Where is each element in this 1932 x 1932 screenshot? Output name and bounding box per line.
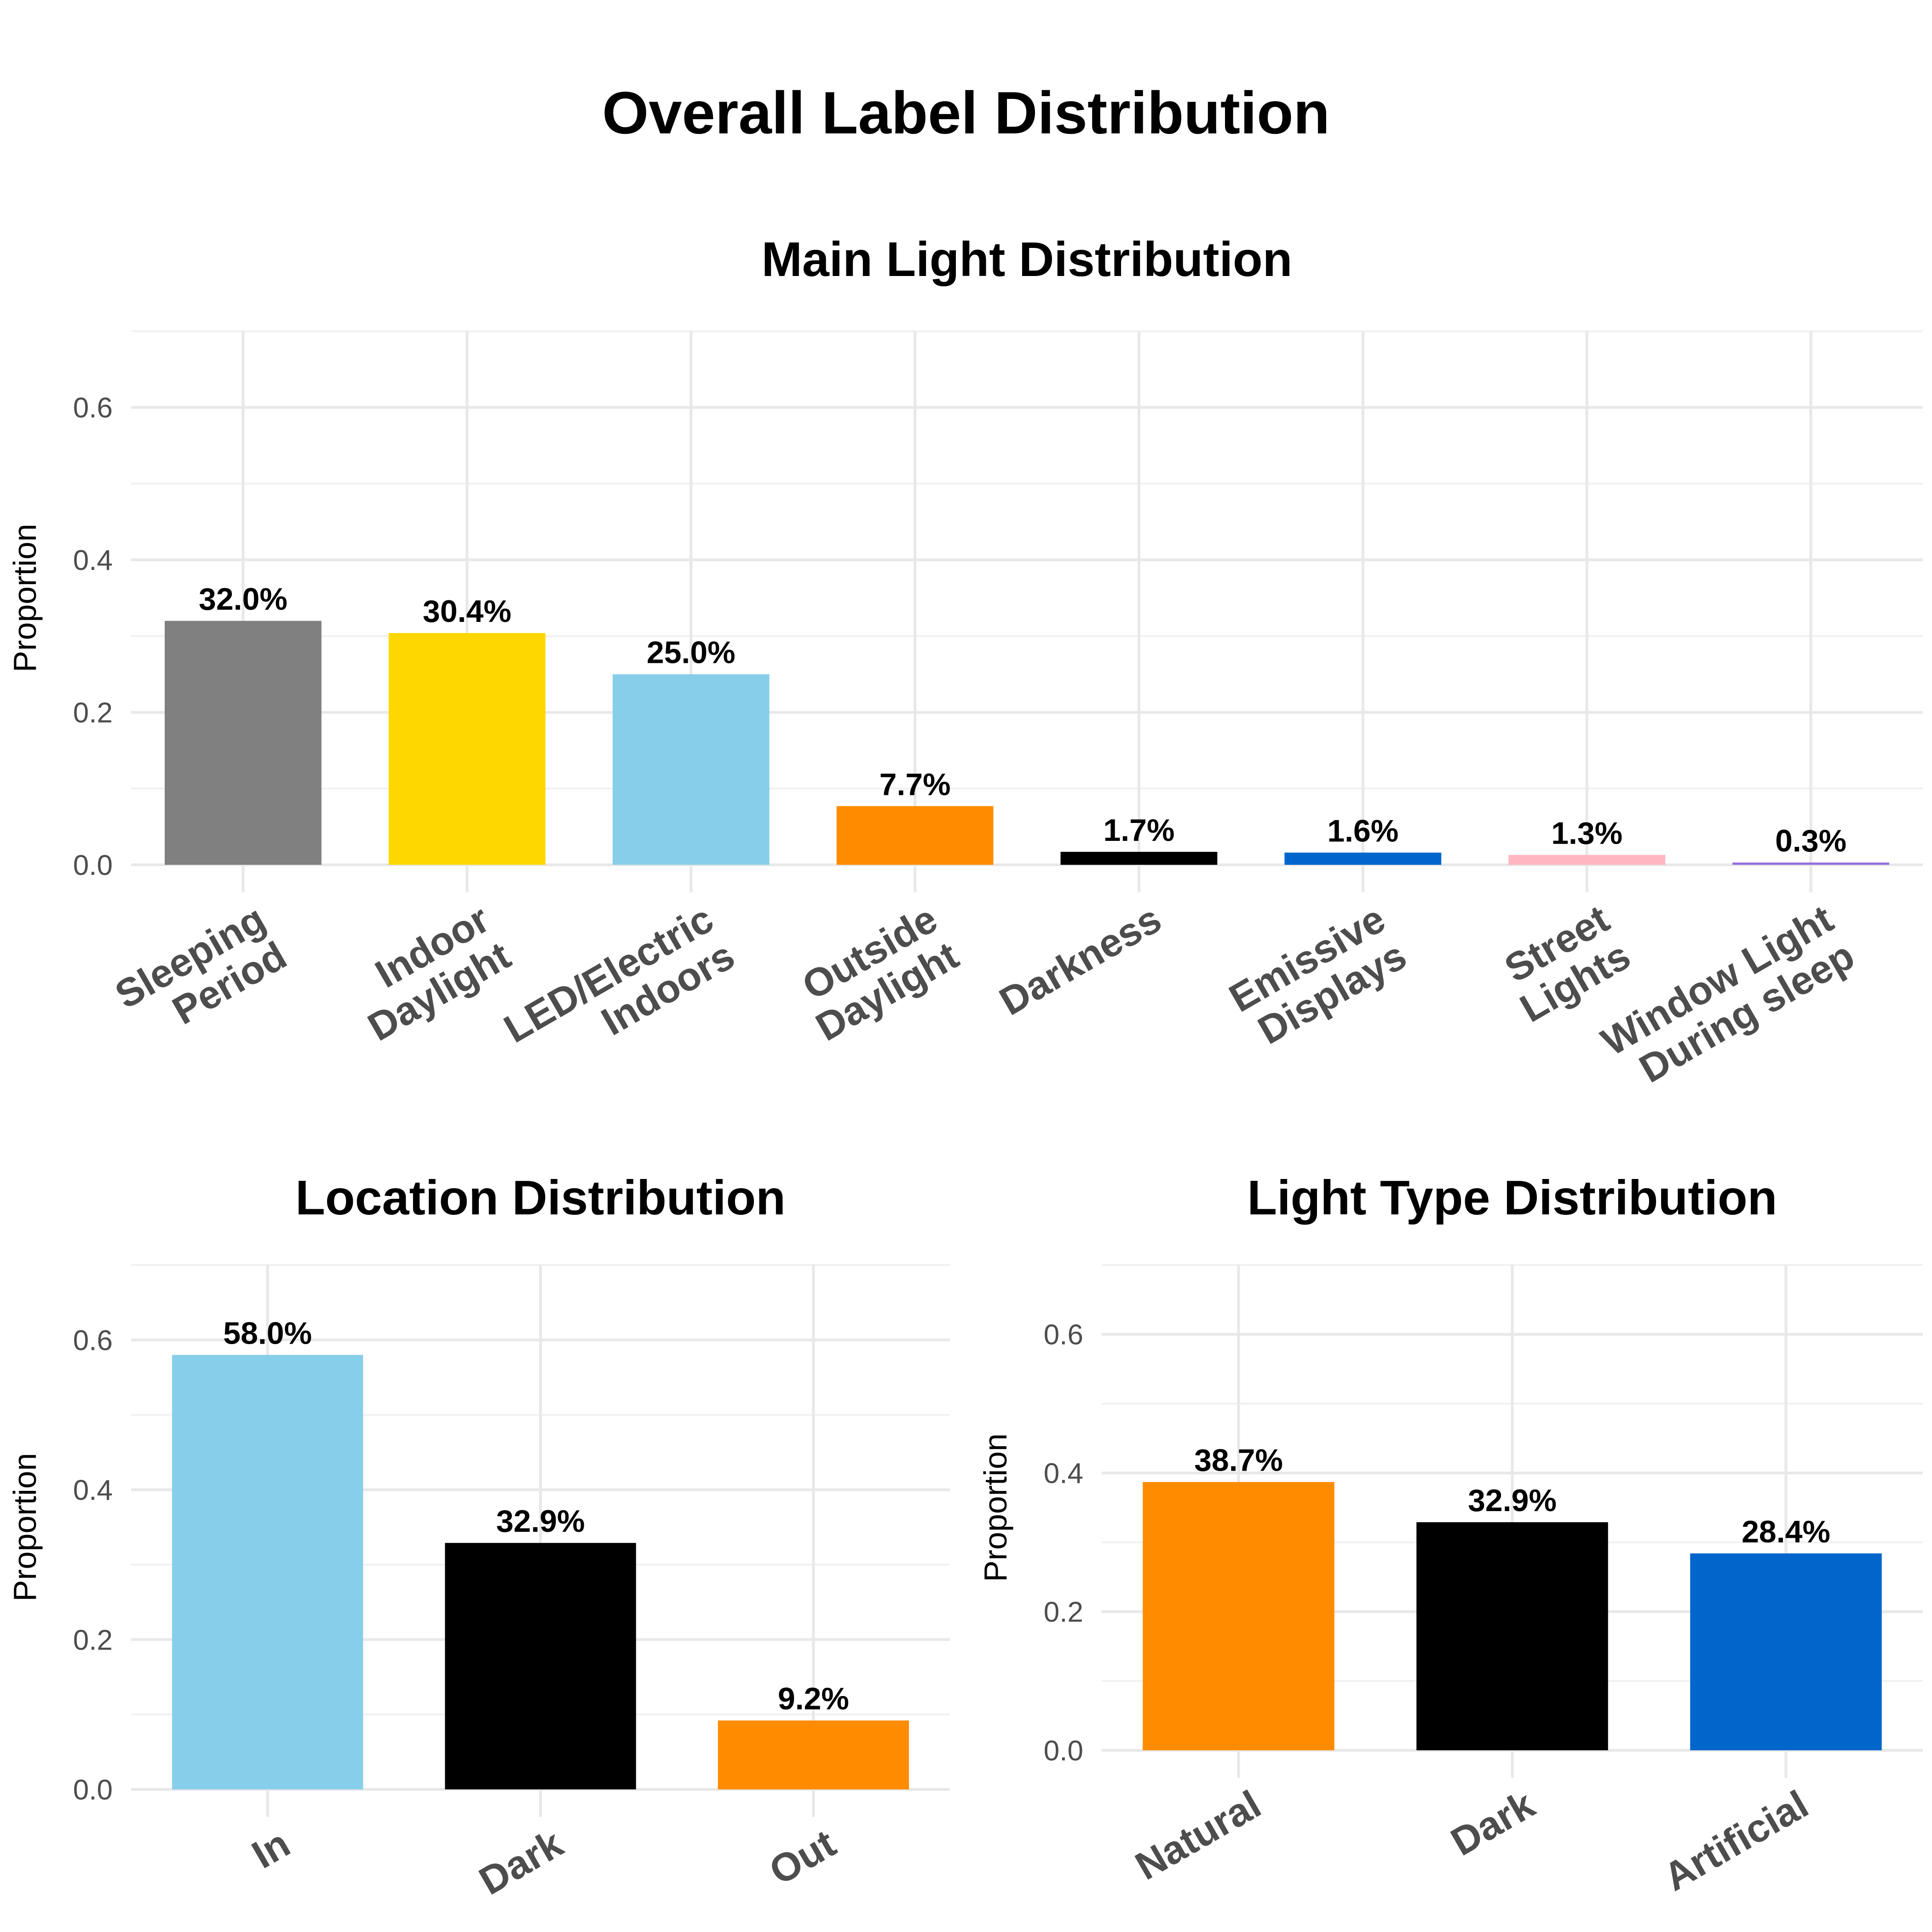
x-tick-label: OutsideDaylight [788, 897, 966, 1049]
x-tick-label: In [245, 1821, 297, 1877]
bar [1143, 1482, 1334, 1750]
x-tick-label: Natural [1128, 1782, 1268, 1888]
data-label: 0.3% [1775, 823, 1846, 858]
bar [1060, 851, 1218, 865]
bar [165, 621, 322, 865]
bar [836, 806, 994, 865]
bar [1690, 1553, 1882, 1750]
main-light-panel: 0.0 0.2 0.4 0.6 32.0% 30.4% 25.0% 7.7% 1.7% 1.6% 1… [7, 232, 1923, 1101]
data-label: 1.6% [1327, 813, 1398, 848]
bar [718, 1720, 909, 1789]
y-tick-label: 0.0 [73, 1774, 113, 1806]
bar [445, 1543, 636, 1789]
bar [1284, 852, 1442, 865]
location-panel: 0.0 0.2 0.4 0.6 58.0% 32.9% 9.2% In Dark Out Propo… [7, 1171, 950, 1903]
x-tick-label: Artificial [1656, 1782, 1816, 1899]
data-label: 28.4% [1742, 1514, 1830, 1549]
x-tick-label: Window LightDuring sleep [1594, 897, 1862, 1101]
data-label: 32.0% [199, 582, 288, 617]
x-tick-label: Dark [1443, 1782, 1542, 1864]
bar [172, 1355, 363, 1789]
bar [388, 633, 546, 865]
data-label: 58.0% [223, 1316, 312, 1351]
data-label: 1.3% [1551, 816, 1622, 851]
x-tick-label: SleepingPeriod [108, 897, 294, 1054]
panel-title: Light Type Distribution [1247, 1171, 1777, 1225]
y-tick-label: 0.6 [73, 1325, 113, 1357]
y-axis-label: Proportion [978, 1433, 1013, 1582]
data-label: 32.9% [1468, 1483, 1557, 1518]
data-label: 30.4% [423, 594, 512, 629]
data-label: 25.0% [647, 635, 736, 670]
x-tick-label: Dark [472, 1821, 570, 1903]
bar [1732, 862, 1889, 865]
data-label: 9.2% [778, 1681, 849, 1716]
panel-title: Location Distribution [295, 1171, 786, 1225]
data-label: 1.7% [1103, 813, 1174, 848]
x-tick-label: Out [762, 1821, 843, 1893]
data-label: 38.7% [1194, 1443, 1283, 1478]
x-tick-label: IndoorDaylight [339, 897, 518, 1049]
data-label: 7.7% [880, 767, 951, 802]
bar [1416, 1522, 1608, 1750]
data-label: 32.9% [496, 1504, 585, 1539]
y-tick-label: 0.2 [73, 1624, 113, 1656]
y-tick-label: 0.0 [1044, 1735, 1083, 1767]
x-tick-label: Darkness [992, 897, 1168, 1024]
bar [1508, 855, 1666, 865]
y-tick-label: 0.6 [73, 392, 113, 424]
light-type-panel: 0.0 0.2 0.4 0.6 38.7% 32.9% 28.4% Natural Dark Ar… [978, 1171, 1923, 1899]
y-tick-label: 0.2 [73, 697, 113, 729]
panel-title: Main Light Distribution [761, 232, 1292, 287]
y-axis-label: Proportion [7, 524, 43, 673]
y-tick-label: 0.4 [73, 1475, 113, 1506]
y-tick-label: 0.0 [73, 850, 113, 881]
figure-title: Overall Label Distribution [602, 79, 1330, 146]
x-tick-label: EmissiveDisplays [1222, 897, 1414, 1057]
y-axis-label: Proportion [7, 1453, 43, 1602]
y-tick-label: 0.4 [1044, 1458, 1083, 1489]
x-tick-label: LED/ElectricIndoors [497, 897, 742, 1088]
y-tick-label: 0.6 [1044, 1319, 1083, 1351]
x-tick-label: StreetLights [1492, 897, 1638, 1031]
bar [612, 674, 770, 865]
y-tick-label: 0.4 [73, 545, 113, 576]
y-tick-label: 0.2 [1044, 1597, 1083, 1628]
